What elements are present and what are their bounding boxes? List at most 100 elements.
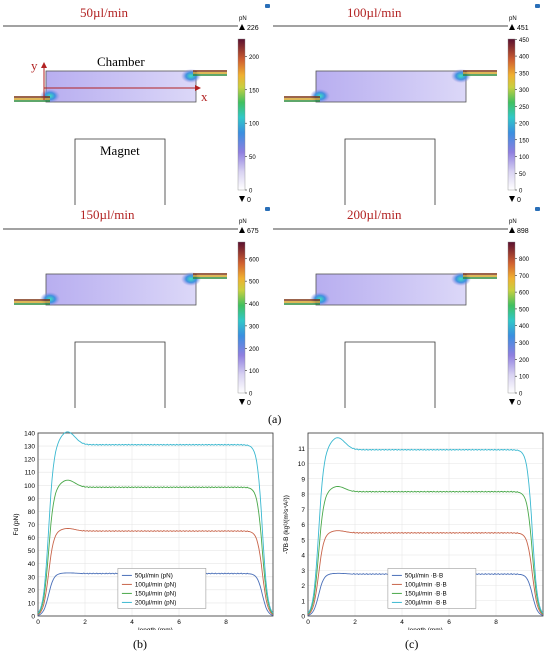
y-tick-label: 6: [301, 522, 305, 529]
min-marker-icon: [239, 196, 245, 202]
y-tick-label: 5: [301, 537, 305, 544]
x-tick-label: 6: [177, 619, 181, 626]
y-tick-label: 7: [301, 507, 305, 514]
x-axis-title: length (mm): [138, 627, 173, 630]
colorbar-tick-label: 200: [249, 347, 260, 353]
series-line: [37, 528, 274, 615]
logo-icon: [535, 207, 540, 211]
colorbar-tick-label: 0: [249, 392, 253, 398]
colorbar-tick-label: 0: [519, 392, 523, 398]
legend-label: 50µl/min (pN): [135, 573, 173, 580]
y-tick-label: 9: [301, 476, 305, 483]
series-line: [307, 530, 544, 615]
colorbar-tick-label: 0: [519, 189, 523, 195]
unit-label: pN: [509, 16, 517, 22]
x-tick-label: 0: [306, 619, 310, 626]
chart-fd: 0 10 20 30 40 50 60 70 80 90 100 110 120 130 140 0 2 4 6 8 l…: [13, 431, 274, 630]
colorbar-tick-label: 150: [249, 88, 260, 94]
colorbar-tick-label: 600: [519, 291, 530, 297]
x-tick-label: 2: [83, 619, 87, 626]
legend-label: 100µl/min ·B·B: [405, 582, 447, 589]
y-axis-title: -∇B·B (kg²/(m²s⁴A²)): [282, 495, 290, 554]
legend-box: [117, 568, 207, 609]
series-line: [307, 486, 544, 615]
colorbar-tick-label: 100: [519, 375, 530, 381]
caption-b: (b): [133, 637, 147, 651]
colorbar-tick-label: 150: [519, 138, 530, 144]
x-arrow-head: [195, 85, 201, 91]
x-tick-label: 4: [400, 619, 404, 626]
colorbar: [237, 38, 246, 191]
y-tick-label: 120: [24, 457, 35, 464]
min-value-label: 0: [247, 197, 251, 204]
chamber-label: Chamber: [97, 54, 145, 69]
y-tick-label: 1: [301, 598, 305, 605]
y-tick-label: 50: [28, 548, 36, 555]
y-tick-label: 130: [24, 444, 35, 451]
y-tick-label: 8: [301, 492, 305, 499]
plot-frame: [307, 432, 544, 617]
panel-title-150: 150µl/min: [80, 207, 135, 222]
colorbar-tick-label: 0: [249, 189, 253, 195]
colorbar-tick-label: 800: [519, 257, 530, 263]
legend-label: 200µl/min ·B·B: [405, 600, 447, 607]
max-marker-icon: [509, 227, 515, 233]
y-tick-label: 110: [25, 470, 36, 477]
magnet-outline: [344, 138, 436, 205]
unit-label: pN: [239, 16, 247, 22]
simulation-figure: 226 pN 0 50 100 150 200 0 451 pN 0 50 100 150 200 250 30…: [3, 4, 540, 426]
magnet-outline: [74, 138, 166, 205]
min-marker-icon: [509, 196, 515, 202]
legend-label: 100µl/min (pN): [135, 582, 176, 589]
colorbar-tick-label: 700: [519, 274, 530, 280]
y-tick-label: 40: [28, 561, 36, 568]
y-tick-label: 3: [301, 568, 305, 575]
legend-label: 150µl/min ·B·B: [405, 591, 447, 598]
max-marker-icon: [509, 24, 515, 30]
colorbar-tick-label: 600: [249, 257, 260, 263]
unit-label: pN: [239, 219, 247, 225]
y-axis-label: y: [31, 58, 38, 73]
chamber-body: [315, 70, 467, 103]
colorbar-tick-label: 300: [519, 341, 530, 347]
min-value-label: 0: [517, 197, 521, 204]
colorbar-tick-label: 200: [519, 122, 530, 128]
coordinate-axes: [41, 62, 201, 100]
y-tick-label: 10: [28, 600, 36, 607]
colorbar-tick-label: 400: [519, 55, 530, 61]
y-tick-label: 4: [301, 553, 305, 560]
colorbar-tick-label: 50: [249, 155, 256, 161]
colorbar-tick-label: 300: [249, 324, 260, 330]
y-tick-label: 90: [28, 496, 36, 503]
colorbar-tick-label: 100: [249, 369, 260, 375]
min-value-label: 0: [247, 400, 251, 407]
caption-c: (c): [405, 637, 419, 651]
colorbar-tick-label: 400: [249, 302, 260, 308]
magnet-outline: [74, 341, 166, 408]
chamber-body: [45, 273, 197, 306]
max-marker-icon: [239, 227, 245, 233]
chamber-body: [315, 273, 467, 306]
max-value-label: 451: [517, 25, 529, 32]
x-tick-label: 4: [130, 619, 134, 626]
colorbar: [237, 241, 246, 394]
magnet-outline: [344, 341, 436, 408]
y-axis-title: Fd (pN): [13, 513, 20, 535]
chart-gradb: 0 1 2 3 4 5 6 7 8 9 10 11 0 2 4 6 8 length (mm) -∇B·B (kg²…: [282, 432, 544, 630]
logo-icon: [535, 4, 540, 8]
colorbar-tick-label: 400: [519, 324, 530, 330]
colorbar-tick-label: 350: [519, 71, 530, 77]
max-value-label: 226: [247, 25, 259, 32]
series-line: [37, 431, 274, 614]
legend-label: 150µl/min (pN): [135, 591, 176, 598]
colorbar-tick-label: 50: [519, 172, 526, 178]
colorbar-tick-label: 200: [249, 55, 260, 61]
y-tick-label: 0: [301, 614, 305, 621]
max-value-label: 675: [247, 228, 259, 235]
caption-a: (a): [268, 412, 282, 426]
x-tick-label: 8: [494, 619, 498, 626]
y-tick-label: 2: [301, 583, 305, 590]
